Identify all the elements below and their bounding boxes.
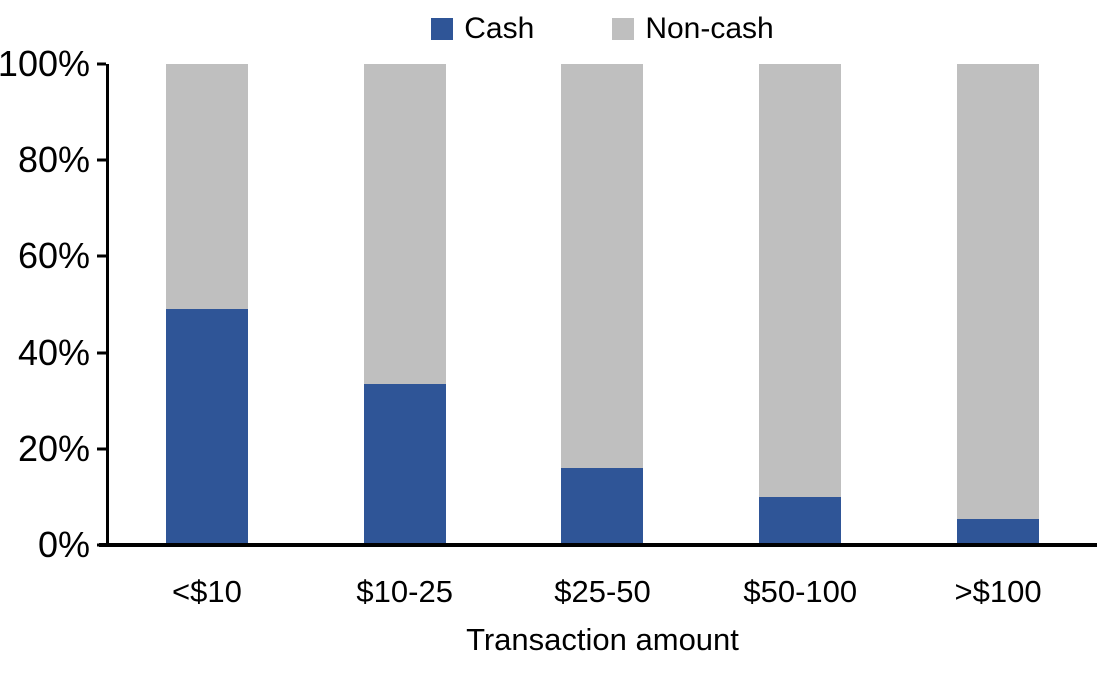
y-tick-label: 80%	[17, 139, 90, 181]
cash-segment	[363, 383, 446, 545]
y-tick-label: 100%	[0, 43, 90, 84]
x-axis-title: Transaction amount	[466, 622, 739, 657]
x-axis-line	[99, 543, 1097, 547]
legend-label: Non-cash	[645, 12, 774, 45]
cash-segment	[561, 468, 644, 545]
x-category-label: $10-25	[356, 574, 453, 609]
y-tick-label: 20%	[17, 427, 90, 469]
bar-slot	[306, 64, 504, 545]
non-cash-segment	[363, 64, 446, 384]
stacked-bar	[363, 64, 446, 545]
y-tick-mark	[97, 62, 106, 66]
y-tick-mark	[97, 351, 106, 355]
x-category-label: $50-100	[743, 574, 858, 609]
cash-segment	[165, 309, 248, 545]
legend-item-cash: Cash	[431, 14, 534, 44]
x-axis-labels: <$10 $10-25 $25-50 $50-100 >$100	[108, 574, 1097, 609]
cash-segment	[957, 518, 1040, 545]
x-category-label: <$10	[171, 574, 242, 609]
legend-swatch-icon	[612, 18, 635, 40]
stacked-bar	[957, 64, 1040, 545]
y-axis-labels: 0% 20% 40% 60% 80% 100%	[0, 46, 90, 563]
bar-slot	[899, 64, 1097, 545]
y-tick-mark	[97, 254, 106, 258]
y-tick-label: 60%	[17, 235, 90, 277]
x-category-label: $25-50	[554, 574, 651, 609]
non-cash-segment	[957, 64, 1040, 519]
legend-item-non-cash: Non-cash	[612, 12, 774, 45]
y-tick-mark	[97, 158, 106, 162]
x-category-label: >$100	[954, 574, 1042, 609]
bar-slot	[108, 64, 306, 545]
stacked-bar	[759, 64, 842, 545]
bar-slot	[701, 64, 899, 545]
plot-area	[108, 64, 1097, 545]
y-axis-ticks	[97, 62, 106, 547]
legend-label: Cash	[464, 12, 535, 45]
non-cash-segment	[561, 64, 644, 469]
non-cash-segment	[165, 64, 248, 310]
cash-segment	[759, 496, 842, 545]
non-cash-segment	[759, 64, 842, 497]
y-tick-mark	[97, 447, 106, 451]
legend: Cash Non-cash	[108, 12, 1097, 46]
legend-swatch-icon	[431, 18, 454, 40]
y-axis-line	[106, 64, 109, 547]
y-tick-label: 0%	[37, 524, 90, 565]
stacked-bar	[561, 64, 644, 545]
y-tick-label: 40%	[17, 331, 90, 373]
bar-slot	[504, 64, 702, 545]
stacked-bar	[165, 64, 248, 545]
